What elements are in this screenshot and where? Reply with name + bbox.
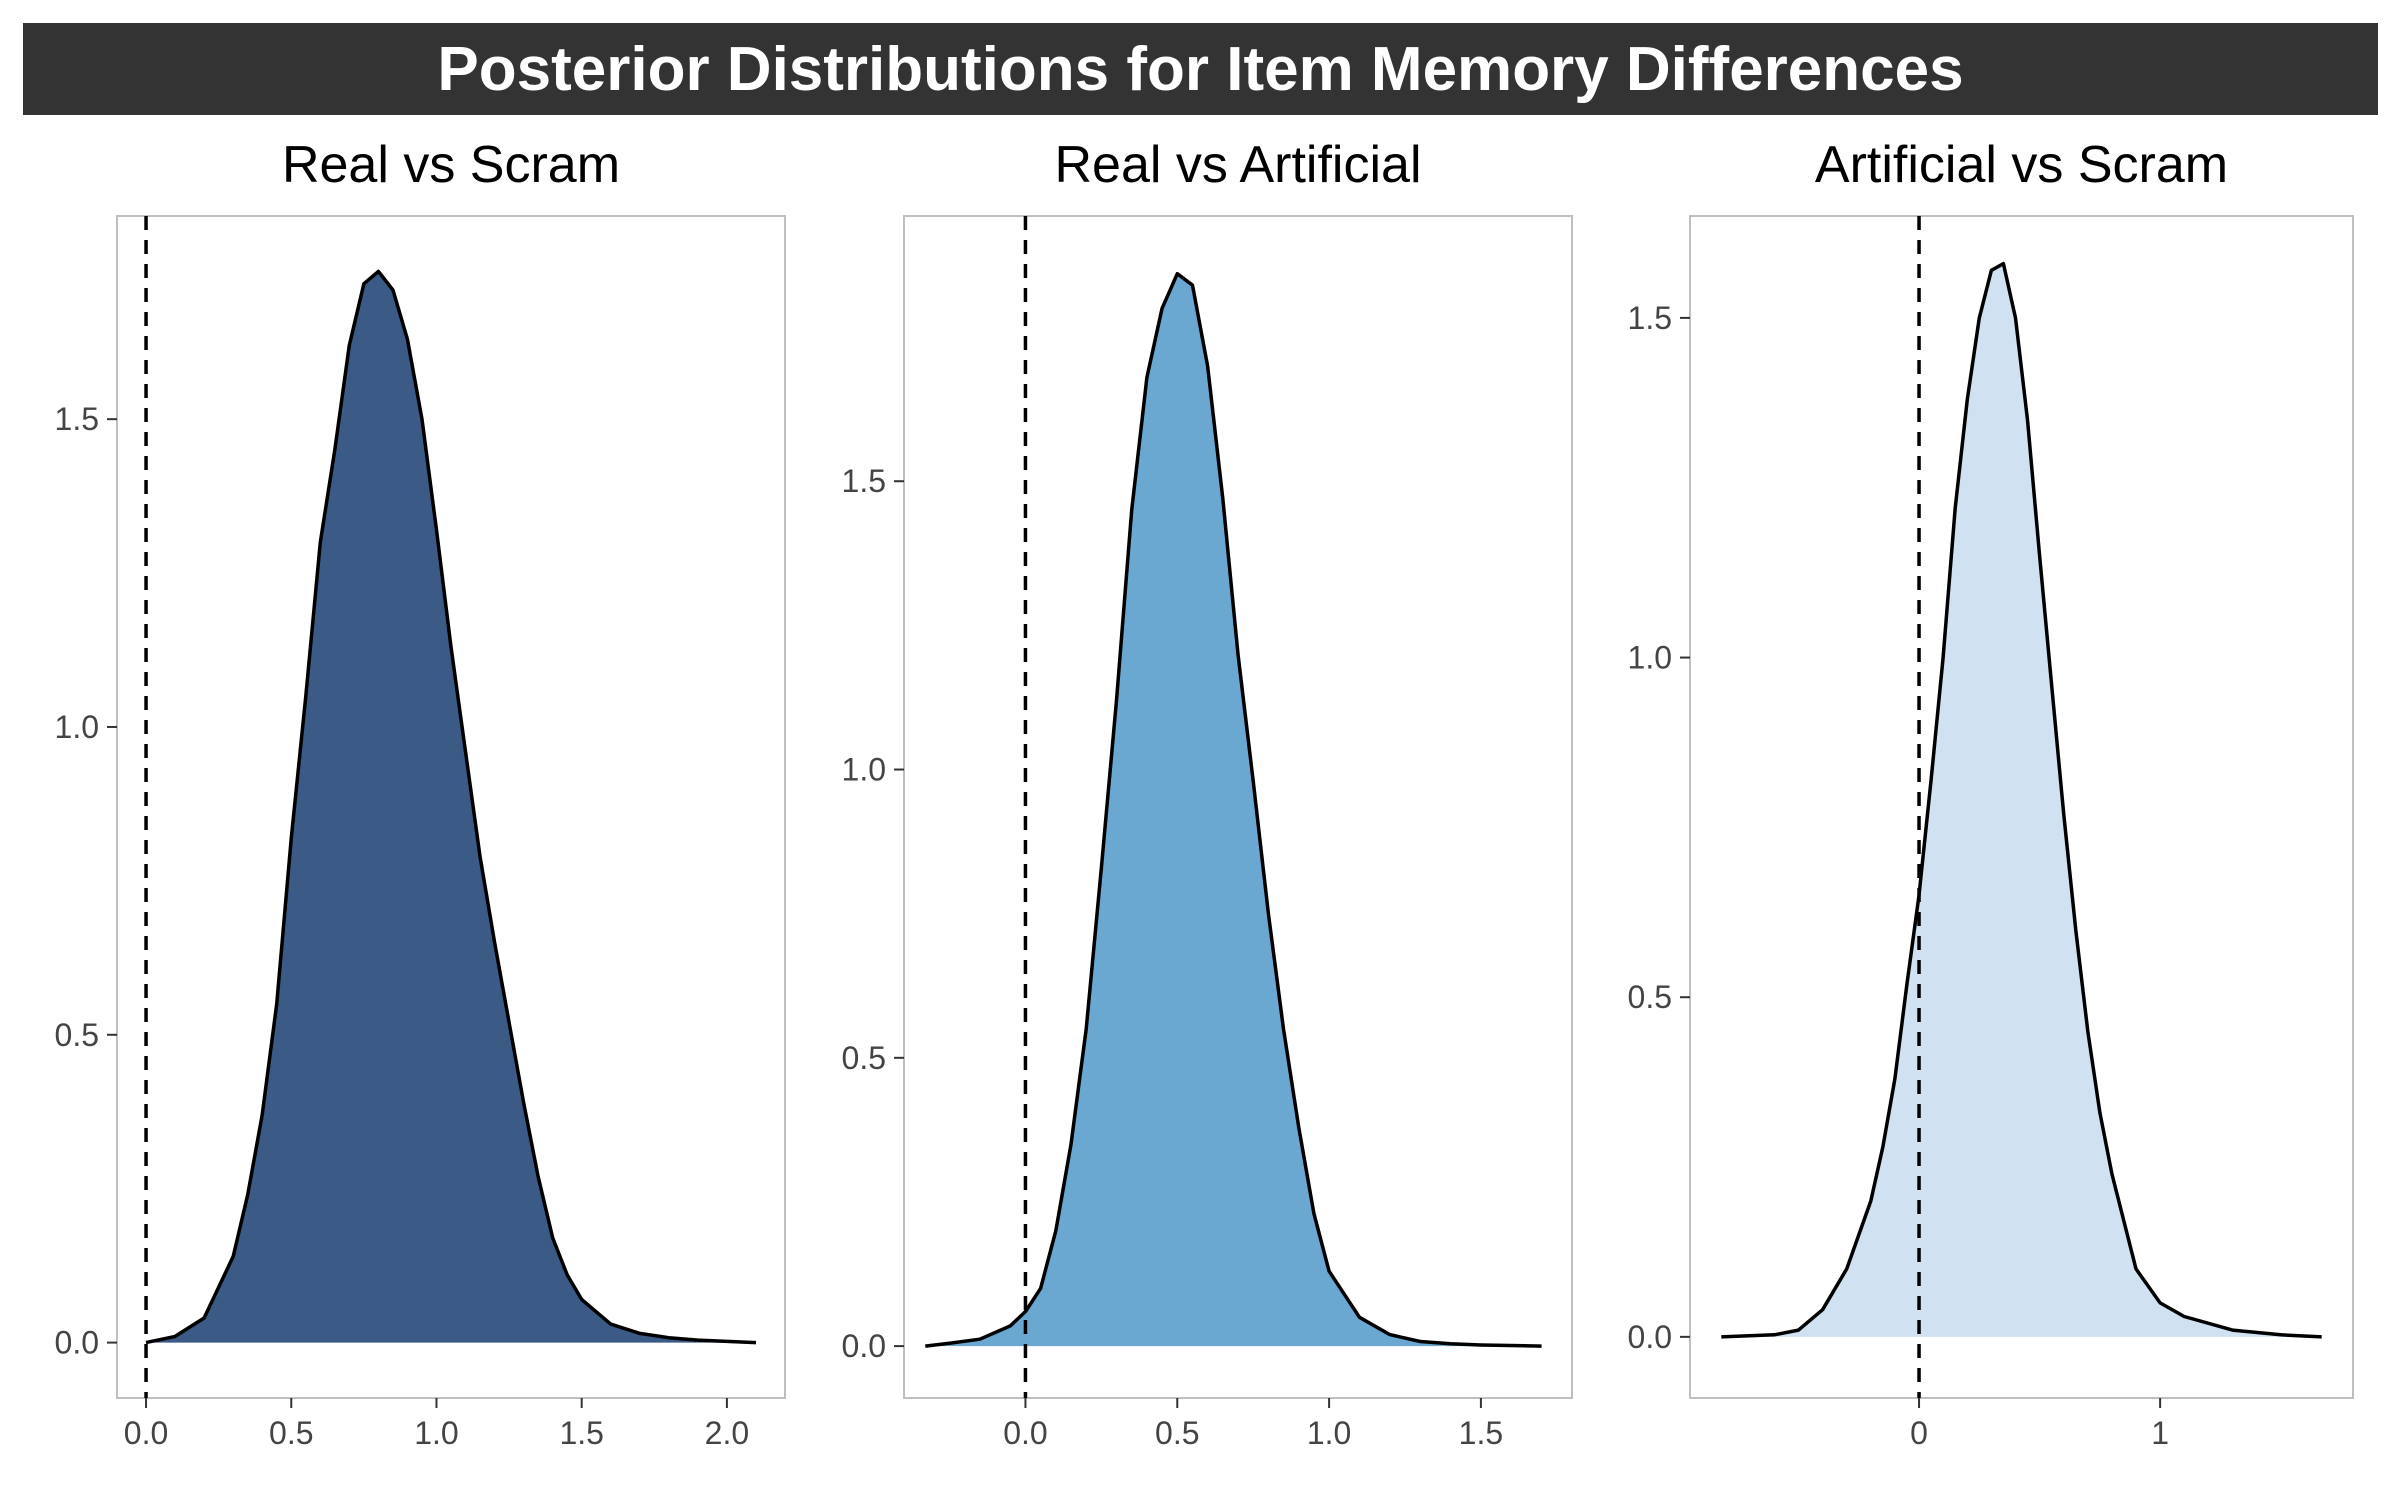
x-tick-label: 0 — [1910, 1415, 1928, 1451]
y-tick-label: 0.5 — [842, 1040, 886, 1076]
density-line — [925, 271, 1542, 1348]
x-tick-label: 1.5 — [1459, 1415, 1503, 1451]
y-tick-label: 0.5 — [1628, 979, 1672, 1015]
y-tick-label: 1.0 — [842, 752, 886, 788]
density-line — [1721, 261, 2322, 1339]
y-tick-label: 0.0 — [842, 1328, 886, 1364]
x-tick-label: 0.5 — [269, 1415, 313, 1451]
panel-artificial-vs-scram: Artificial vs Scram 0.0 0.5 1.0 1.5 0 1 — [1628, 136, 2354, 1451]
density-line — [145, 269, 757, 1345]
y-tick-label: 0.0 — [1628, 1319, 1672, 1355]
chart-title: Posterior Distributions for Item Memory … — [23, 23, 2378, 115]
x-tick-label: 0.0 — [1003, 1415, 1047, 1451]
density-area — [1721, 263, 2322, 1337]
y-tick-label: 0.5 — [55, 1017, 99, 1053]
density-area — [146, 271, 756, 1343]
facet-title: Artificial vs Scram — [1815, 136, 2228, 194]
x-tick-label: 2.0 — [705, 1415, 749, 1451]
x-tick-label: 0.0 — [124, 1415, 168, 1451]
panel-real-vs-artificial: Real vs Artificial 0.0 0.5 1.0 1.5 0.0 0.5 1.0 1… — [842, 136, 1573, 1451]
facet-title: Real vs Artificial — [1055, 136, 1422, 194]
y-tick-label: 1.5 — [55, 401, 99, 437]
x-tick-label: 0.5 — [1155, 1415, 1199, 1451]
y-tick-label: 0.0 — [55, 1325, 99, 1361]
y-tick-label: 1.5 — [842, 463, 886, 499]
x-tick-label: 1.0 — [414, 1415, 458, 1451]
facet-title: Real vs Scram — [282, 136, 620, 194]
x-tick-label: 1.0 — [1307, 1415, 1351, 1451]
y-tick-label: 1.0 — [1628, 640, 1672, 676]
x-tick-label: 1 — [2151, 1415, 2169, 1451]
panel-real-vs-scram: Real vs Scram 0.0 0.5 1.0 1.5 0.0 0.5 1.0 1.5 2.0 — [55, 136, 786, 1451]
x-tick-label: 1.5 — [559, 1415, 603, 1451]
density-area — [925, 273, 1542, 1347]
y-tick-label: 1.5 — [1628, 300, 1672, 336]
y-tick-label: 1.0 — [55, 709, 99, 745]
